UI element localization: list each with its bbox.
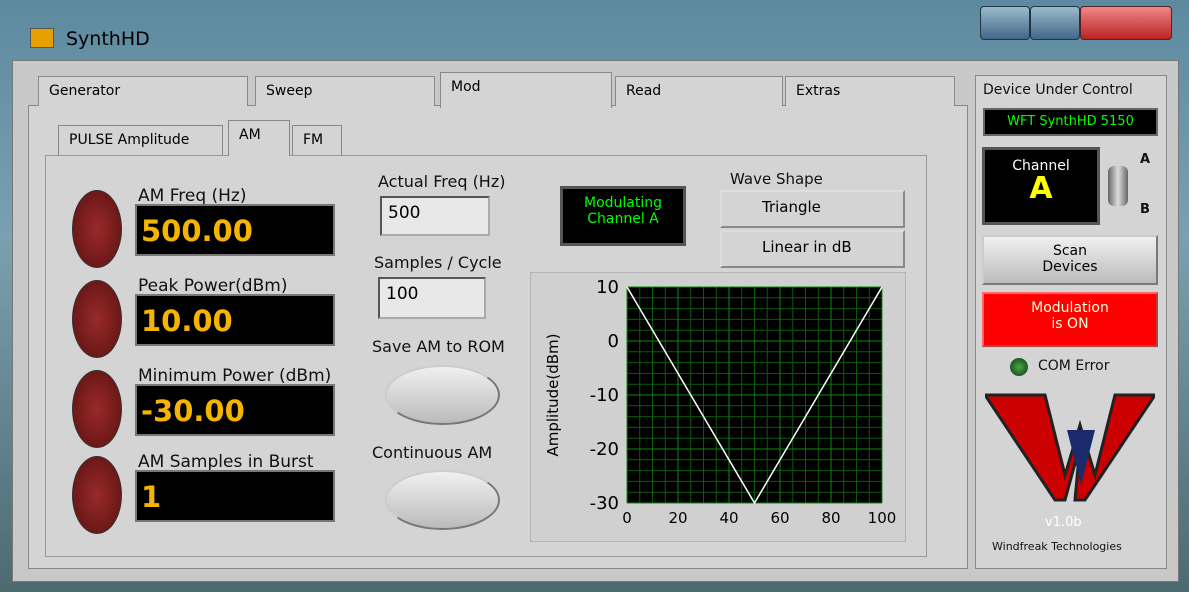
x-tick-label: 100 xyxy=(868,509,897,527)
tab[interactable]: Extras xyxy=(785,76,955,106)
control-label: Peak Power(dBm) xyxy=(138,276,287,296)
device-display: WFT SynthHD 5150 xyxy=(983,108,1158,136)
window: SynthHD GeneratorSweepModReadExtras PULSE… xyxy=(0,0,1189,592)
x-tick-label: 40 xyxy=(719,509,738,527)
y-tick-label: 0 xyxy=(608,331,619,352)
window-title: SynthHD xyxy=(66,28,150,50)
switch-label: A xyxy=(1140,152,1150,167)
button-text: Scan xyxy=(984,243,1156,259)
control-label: Minimum Power (dBm) xyxy=(138,366,331,386)
maximize-button[interactable] xyxy=(1030,6,1080,40)
tab[interactable]: Mod xyxy=(440,72,612,108)
status-line: Modulating xyxy=(563,195,683,211)
y-tick-label: -30 xyxy=(590,493,619,514)
logo-graphic xyxy=(985,385,1155,505)
y-axis-label: Amplitude(dBm) xyxy=(544,334,562,457)
minimize-button[interactable] xyxy=(980,6,1030,40)
tab[interactable]: Sweep xyxy=(255,76,435,106)
com-error-label: COM Error xyxy=(1038,358,1109,374)
tab[interactable]: Generator xyxy=(38,76,248,106)
sub-tab[interactable]: PULSE Amplitude xyxy=(58,125,223,155)
toggle-switch[interactable] xyxy=(1108,166,1128,206)
dropdown[interactable]: Linear in dB xyxy=(720,230,905,268)
samples-per-cycle: 100 xyxy=(378,277,486,319)
company: Windfreak Technologies xyxy=(992,540,1122,553)
control-label: AM Freq (Hz) xyxy=(138,186,246,206)
spinner[interactable] xyxy=(72,190,122,268)
dropdown[interactable]: Triangle xyxy=(720,190,905,228)
tab[interactable]: Read xyxy=(615,76,783,106)
x-tick-label: 20 xyxy=(668,509,687,527)
status-line: Channel A xyxy=(563,211,683,227)
save-am-button[interactable] xyxy=(385,365,500,425)
x-tick-label: 80 xyxy=(821,509,840,527)
button-label: Continuous AM xyxy=(372,443,492,462)
button-label: Save AM to ROM xyxy=(372,337,505,356)
y-tick-label: 10 xyxy=(596,277,619,298)
button-text: Devices xyxy=(984,259,1156,275)
button-text: Modulation xyxy=(984,300,1156,316)
close-button[interactable] xyxy=(1080,6,1172,40)
app-icon xyxy=(30,28,54,48)
control-label: AM Samples in Burst xyxy=(138,452,314,472)
spinner[interactable] xyxy=(72,456,122,534)
y-tick-label: -10 xyxy=(590,385,619,406)
x-tick-label: 60 xyxy=(770,509,789,527)
spinner[interactable] xyxy=(72,370,122,448)
continuous-am-button[interactable] xyxy=(385,470,500,530)
spinner[interactable] xyxy=(72,280,122,358)
numeric-display: 1 xyxy=(135,470,335,522)
y-tick-label: -20 xyxy=(590,439,619,460)
x-tick-label: 0 xyxy=(622,509,632,527)
numeric-display: 500.00 xyxy=(135,204,335,256)
com-led xyxy=(1010,358,1028,376)
panel-label: Device Under Control xyxy=(983,82,1133,98)
field-label: Samples / Cycle xyxy=(374,253,502,272)
sub-tab[interactable]: FM xyxy=(292,125,342,155)
actual-freq: 500 xyxy=(380,196,490,236)
sub-tab[interactable]: AM xyxy=(228,120,290,156)
numeric-display: 10.00 xyxy=(135,294,335,346)
version: v1.0b xyxy=(1045,515,1082,530)
channel-text: A xyxy=(985,174,1097,204)
field-label: Actual Freq (Hz) xyxy=(378,172,505,191)
switch-label: B xyxy=(1140,202,1150,217)
logo xyxy=(985,385,1155,505)
numeric-display: -30.00 xyxy=(135,384,335,436)
dropdown-label: Wave Shape xyxy=(730,170,823,188)
button-text: is ON xyxy=(984,316,1156,332)
